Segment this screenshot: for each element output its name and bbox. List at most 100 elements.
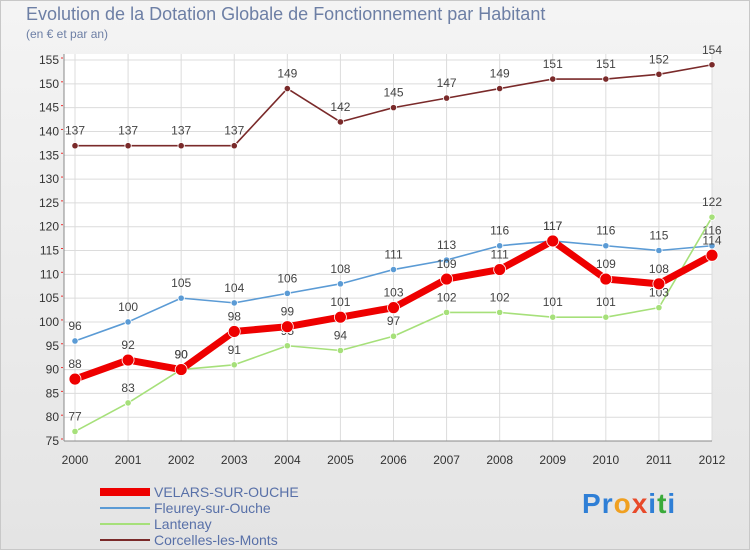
x-tick-label: 2010 — [592, 453, 619, 467]
data-point — [387, 301, 400, 315]
data-label: 102 — [490, 290, 510, 304]
data-point — [336, 346, 345, 355]
data-point — [602, 242, 610, 250]
data-point — [496, 84, 504, 93]
x-tick-label: 2008 — [486, 453, 513, 467]
data-point — [599, 272, 613, 286]
x-tick-label: 2012 — [699, 453, 726, 467]
legend: VELARS-SUR-OUCHE Fleurey-sur-Ouche Lantena… — [100, 484, 400, 548]
data-label: 114 — [702, 233, 721, 247]
data-label: 117 — [543, 219, 562, 233]
legend-item: Lantenay — [100, 516, 400, 532]
y-tick-label: 110 — [40, 267, 59, 281]
data-label: 149 — [490, 67, 510, 81]
data-point — [121, 353, 135, 367]
chart-title: Evolution de la Dotation Globale de Fonc… — [26, 4, 546, 24]
legend-swatch — [100, 507, 150, 509]
y-tick-label: 155 — [39, 53, 59, 67]
logo-letter: P — [582, 488, 602, 519]
x-tick-label: 2001 — [115, 453, 142, 467]
data-label: 154 — [702, 43, 722, 57]
y-tick-label: 115 — [40, 244, 59, 258]
data-label: 99 — [281, 305, 295, 319]
data-point — [336, 280, 345, 288]
y-tick-label: 125 — [39, 196, 59, 210]
data-point — [124, 318, 132, 326]
data-point — [549, 75, 557, 83]
y-tick-label: 150 — [39, 77, 59, 91]
data-label: 142 — [330, 100, 350, 114]
data-point — [442, 94, 451, 102]
data-point — [602, 75, 610, 83]
data-label: 104 — [224, 281, 244, 295]
logo-letter: i — [667, 488, 677, 519]
data-label: 111 — [384, 248, 403, 262]
y-tick-label: 85 — [46, 386, 60, 400]
data-label: 94 — [334, 329, 348, 343]
data-label: 96 — [68, 319, 82, 333]
data-label: 108 — [649, 262, 669, 276]
series-fleurey-sur-ouche: 96 100 105 104 106 108 111 113 116 117 116 115 116 — [68, 219, 722, 345]
data-label: 103 — [383, 286, 403, 300]
x-tick-label: 2006 — [380, 453, 407, 467]
data-point — [389, 104, 398, 112]
data-point — [602, 313, 610, 321]
data-label: 101 — [330, 295, 350, 309]
data-label: 151 — [543, 57, 563, 71]
data-point — [71, 337, 79, 345]
data-point — [652, 277, 666, 291]
legend-label: VELARS-SUR-OUCHE — [154, 484, 299, 500]
data-label: 106 — [277, 271, 297, 285]
x-tick-label: 2002 — [168, 453, 195, 467]
data-point — [336, 118, 345, 126]
data-point — [440, 272, 453, 286]
chart-subtitle: (en € et par an) — [26, 27, 109, 41]
data-label: 88 — [68, 357, 82, 371]
data-point — [389, 265, 398, 274]
logo-letter: i — [648, 488, 658, 519]
logo-letter: t — [657, 488, 668, 519]
data-point — [705, 248, 719, 262]
data-point — [708, 61, 716, 69]
data-label: 108 — [330, 262, 350, 276]
data-point — [496, 242, 504, 250]
y-tick-label: 80 — [46, 410, 60, 424]
series-velars-sur-ouche: 88 92 90 98 99 101 103 109 111 117 109 108 114 — [68, 219, 722, 386]
y-tick-label: 120 — [39, 220, 59, 234]
data-label: 109 — [437, 257, 457, 271]
logo-letter: x — [631, 488, 649, 519]
data-label: 101 — [543, 295, 563, 309]
data-point — [227, 325, 241, 338]
data-label: 117 — [543, 219, 562, 233]
y-tick-label: 100 — [39, 315, 59, 329]
data-label: 137 — [65, 124, 85, 138]
data-label: 137 — [118, 124, 138, 138]
data-point — [230, 361, 238, 369]
legend-label: Fleurey-sur-Ouche — [154, 500, 271, 516]
y-tick-label: 105 — [39, 291, 59, 305]
data-label: 113 — [437, 238, 456, 252]
data-label: 116 — [490, 224, 509, 238]
data-point — [177, 294, 185, 302]
data-point — [549, 313, 557, 321]
proxiti-logo: Proxiti — [582, 488, 676, 520]
data-label: 101 — [596, 295, 616, 309]
data-point — [546, 234, 560, 248]
x-tick-label: 2000 — [62, 453, 89, 467]
data-label: 109 — [596, 257, 616, 271]
data-label: 77 — [68, 409, 82, 423]
data-label: 115 — [649, 229, 668, 243]
data-label: 147 — [437, 76, 457, 90]
y-tick-label: 130 — [39, 172, 59, 186]
data-point — [493, 263, 507, 276]
data-label: 98 — [228, 309, 242, 323]
data-point — [655, 246, 663, 255]
data-point — [442, 256, 451, 264]
data-label: 91 — [228, 343, 242, 357]
data-label: 145 — [383, 86, 403, 100]
data-point — [283, 342, 291, 350]
data-label: 116 — [702, 224, 721, 238]
data-label: 105 — [171, 276, 191, 290]
legend-swatch — [100, 488, 150, 496]
data-point — [389, 332, 398, 340]
